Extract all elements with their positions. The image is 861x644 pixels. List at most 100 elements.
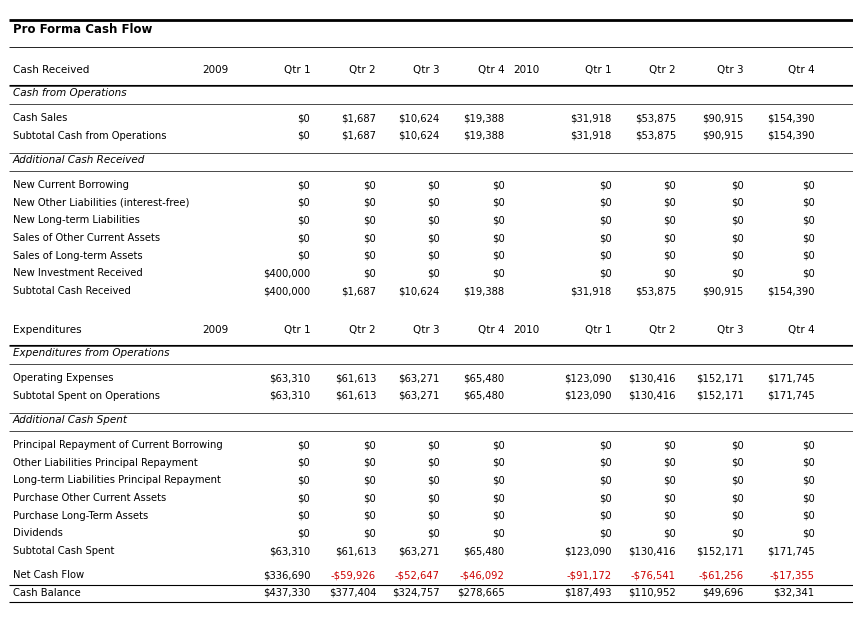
Text: $53,875: $53,875 bbox=[634, 113, 675, 123]
Text: $400,000: $400,000 bbox=[263, 286, 310, 296]
Text: $0: $0 bbox=[598, 233, 611, 243]
Text: Operating Expenses: Operating Expenses bbox=[13, 373, 113, 383]
Text: $0: $0 bbox=[491, 233, 504, 243]
Text: $0: $0 bbox=[363, 458, 375, 468]
Text: $152,171: $152,171 bbox=[695, 373, 743, 383]
Text: Cash from Operations: Cash from Operations bbox=[13, 88, 127, 98]
Text: Qtr 2: Qtr 2 bbox=[648, 65, 675, 75]
Text: Qtr 1: Qtr 1 bbox=[283, 325, 310, 335]
Text: $31,918: $31,918 bbox=[570, 286, 611, 296]
Text: $0: $0 bbox=[297, 198, 310, 208]
Text: $336,690: $336,690 bbox=[263, 570, 310, 580]
Text: 2009: 2009 bbox=[202, 65, 228, 75]
Text: Qtr 3: Qtr 3 bbox=[716, 325, 743, 335]
Text: Qtr 4: Qtr 4 bbox=[477, 65, 504, 75]
Text: $19,388: $19,388 bbox=[463, 286, 504, 296]
Text: $63,271: $63,271 bbox=[398, 546, 439, 556]
Text: Qtr 3: Qtr 3 bbox=[716, 65, 743, 75]
Text: Qtr 4: Qtr 4 bbox=[477, 325, 504, 335]
Text: Subtotal Cash Spent: Subtotal Cash Spent bbox=[13, 546, 115, 556]
Text: $0: $0 bbox=[491, 198, 504, 208]
Text: $0: $0 bbox=[426, 233, 439, 243]
Text: $0: $0 bbox=[491, 511, 504, 521]
Text: $49,696: $49,696 bbox=[702, 588, 743, 598]
Text: $0: $0 bbox=[662, 233, 675, 243]
Text: Subtotal Cash from Operations: Subtotal Cash from Operations bbox=[13, 131, 166, 141]
Text: $0: $0 bbox=[801, 233, 814, 243]
Text: $19,388: $19,388 bbox=[463, 131, 504, 141]
Text: $152,171: $152,171 bbox=[695, 546, 743, 556]
Text: $130,416: $130,416 bbox=[628, 546, 675, 556]
Text: $0: $0 bbox=[491, 440, 504, 450]
Text: $0: $0 bbox=[297, 251, 310, 261]
Text: $0: $0 bbox=[491, 251, 504, 261]
Text: Qtr 1: Qtr 1 bbox=[585, 65, 611, 75]
Text: Cash Sales: Cash Sales bbox=[13, 113, 67, 123]
Text: $0: $0 bbox=[426, 511, 439, 521]
Text: $0: $0 bbox=[426, 269, 439, 278]
Text: $10,624: $10,624 bbox=[398, 113, 439, 123]
Text: $0: $0 bbox=[297, 131, 310, 141]
Text: $0: $0 bbox=[801, 215, 814, 225]
Text: -$59,926: -$59,926 bbox=[331, 570, 375, 580]
Text: $0: $0 bbox=[297, 458, 310, 468]
Text: $0: $0 bbox=[426, 251, 439, 261]
Text: Qtr 1: Qtr 1 bbox=[283, 65, 310, 75]
Text: $0: $0 bbox=[491, 180, 504, 190]
Text: $61,613: $61,613 bbox=[334, 373, 375, 383]
Text: $377,404: $377,404 bbox=[328, 588, 375, 598]
Text: $0: $0 bbox=[598, 475, 611, 486]
Text: $0: $0 bbox=[363, 440, 375, 450]
Text: $0: $0 bbox=[662, 493, 675, 503]
Text: $1,687: $1,687 bbox=[341, 113, 375, 123]
Text: $0: $0 bbox=[730, 198, 743, 208]
Text: $31,918: $31,918 bbox=[570, 113, 611, 123]
Text: New Long-term Liabilities: New Long-term Liabilities bbox=[13, 215, 139, 225]
Text: Additional Cash Received: Additional Cash Received bbox=[13, 155, 145, 165]
Text: Subtotal Spent on Operations: Subtotal Spent on Operations bbox=[13, 391, 159, 401]
Text: $0: $0 bbox=[491, 269, 504, 278]
Text: Sales of Long-term Assets: Sales of Long-term Assets bbox=[13, 251, 142, 261]
Text: $130,416: $130,416 bbox=[628, 373, 675, 383]
Text: $0: $0 bbox=[801, 198, 814, 208]
Text: -$61,256: -$61,256 bbox=[697, 570, 743, 580]
Text: $0: $0 bbox=[363, 233, 375, 243]
Text: $0: $0 bbox=[662, 511, 675, 521]
Text: $0: $0 bbox=[662, 251, 675, 261]
Text: $0: $0 bbox=[730, 233, 743, 243]
Text: 2010: 2010 bbox=[513, 325, 539, 335]
Text: $0: $0 bbox=[662, 180, 675, 190]
Text: $0: $0 bbox=[426, 528, 439, 538]
Text: $0: $0 bbox=[801, 475, 814, 486]
Text: Qtr 3: Qtr 3 bbox=[412, 65, 439, 75]
Text: $152,171: $152,171 bbox=[695, 391, 743, 401]
Text: $0: $0 bbox=[297, 233, 310, 243]
Text: $0: $0 bbox=[426, 215, 439, 225]
Text: $0: $0 bbox=[662, 440, 675, 450]
Text: $0: $0 bbox=[598, 528, 611, 538]
Text: $0: $0 bbox=[598, 458, 611, 468]
Text: $53,875: $53,875 bbox=[634, 286, 675, 296]
Text: $0: $0 bbox=[297, 528, 310, 538]
Text: $0: $0 bbox=[730, 440, 743, 450]
Text: $10,624: $10,624 bbox=[398, 131, 439, 141]
Text: $0: $0 bbox=[297, 475, 310, 486]
Text: $123,090: $123,090 bbox=[564, 546, 611, 556]
Text: Long-term Liabilities Principal Repayment: Long-term Liabilities Principal Repaymen… bbox=[13, 475, 220, 486]
Text: $0: $0 bbox=[730, 493, 743, 503]
Text: $0: $0 bbox=[491, 528, 504, 538]
Text: $0: $0 bbox=[363, 493, 375, 503]
Text: $0: $0 bbox=[363, 511, 375, 521]
Text: $0: $0 bbox=[491, 215, 504, 225]
Text: $0: $0 bbox=[801, 269, 814, 278]
Text: $278,665: $278,665 bbox=[456, 588, 504, 598]
Text: $0: $0 bbox=[491, 493, 504, 503]
Text: $0: $0 bbox=[730, 528, 743, 538]
Text: -$52,647: -$52,647 bbox=[394, 570, 439, 580]
Text: 2010: 2010 bbox=[513, 65, 539, 75]
Text: $0: $0 bbox=[730, 215, 743, 225]
Text: $65,480: $65,480 bbox=[463, 373, 504, 383]
Text: Principal Repayment of Current Borrowing: Principal Repayment of Current Borrowing bbox=[13, 440, 222, 450]
Text: $0: $0 bbox=[801, 251, 814, 261]
Text: Dividends: Dividends bbox=[13, 528, 63, 538]
